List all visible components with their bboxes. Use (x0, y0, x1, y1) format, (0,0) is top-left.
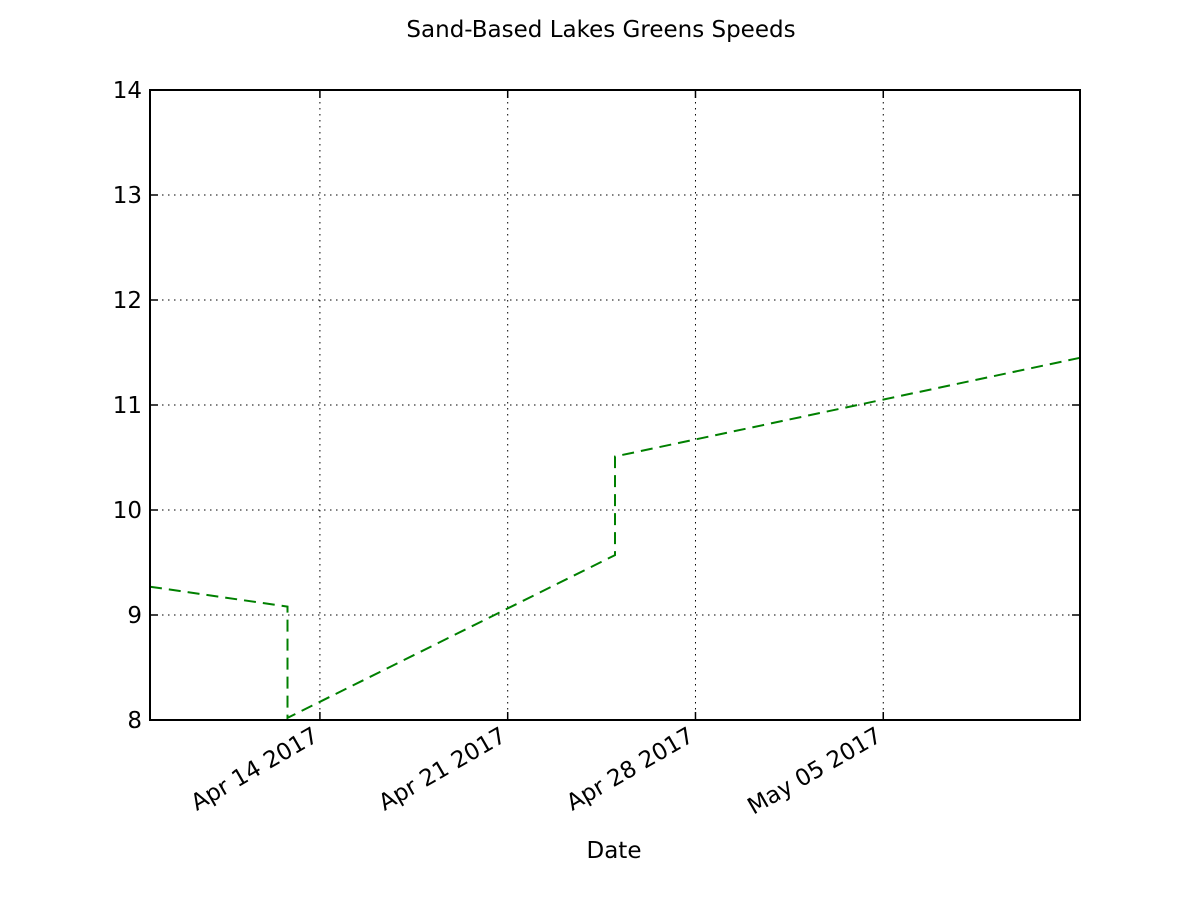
x-tick-label: Apr 28 2017 (562, 723, 698, 817)
y-tick-labels: 8 9 10 11 12 13 14 (113, 78, 142, 734)
grid-lines (150, 90, 1080, 720)
x-axis-label: Date (587, 838, 642, 864)
x-tick-label: Apr 21 2017 (375, 723, 511, 817)
tick-marks (150, 89, 1080, 721)
series-line (149, 356, 1081, 720)
chart-title: Sand-Based Lakes Greens Speeds (406, 17, 795, 43)
y-tick-label: 8 (127, 708, 142, 734)
y-tick-label: 10 (113, 498, 142, 524)
x-tick-label: Apr 14 2017 (187, 723, 323, 817)
x-tick-labels: Apr 14 2017 Apr 21 2017 Apr 28 2017 May 05 … (187, 723, 887, 821)
y-tick-label: 9 (127, 603, 142, 629)
y-tick-label: 14 (113, 78, 142, 104)
y-tick-label: 12 (113, 288, 142, 314)
series-layer (149, 356, 1081, 720)
x-tick-label: May 05 2017 (743, 723, 886, 821)
y-tick-label: 13 (113, 183, 142, 209)
y-tick-label: 11 (113, 393, 142, 419)
